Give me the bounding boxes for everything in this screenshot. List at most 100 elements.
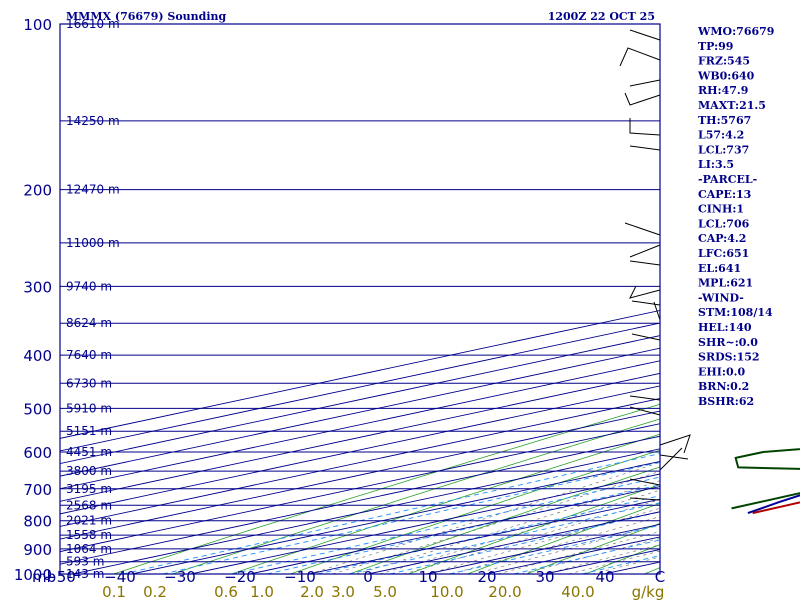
height-label: 2568 m [66, 498, 112, 512]
wind-barb [629, 395, 661, 416]
temperature-tick-label: −10 [284, 568, 316, 586]
isotherm [72, 448, 660, 574]
moist-adiabat [592, 556, 660, 574]
index-line: -PARCEL- [698, 173, 757, 186]
index-line: STM:108/14 [698, 306, 773, 319]
wind-barb [629, 285, 661, 341]
isotherm [60, 435, 660, 565]
temperature-tick-label: −50 [44, 568, 76, 586]
height-label: 12470 m [66, 183, 120, 197]
dry-adiabat [113, 403, 660, 574]
sounding-profiles [731, 448, 800, 515]
isotherm [60, 360, 660, 490]
temperature-tick-label: 0 [363, 568, 373, 586]
index-line: EL:641 [698, 262, 741, 275]
index-line: TP:99 [698, 40, 733, 53]
pressure-tick-label: 400 [23, 347, 52, 365]
isotherm [131, 460, 660, 574]
pressure-tick-label: 100 [23, 16, 52, 34]
wind-barb [629, 434, 691, 501]
plot-frame [59, 23, 661, 575]
dry-adiabat [762, 24, 800, 574]
index-line: LI:3.5 [698, 158, 734, 171]
index-line: WB0:640 [697, 69, 755, 82]
temperature-profile [752, 501, 800, 515]
isotherm [60, 372, 660, 502]
height-label: 11000 m [66, 236, 120, 250]
height-label: 4451 m [66, 445, 112, 459]
index-line: LCL:706 [698, 217, 750, 230]
temperature-tick-label: 40 [595, 568, 614, 586]
mixing-ratio-label: g/kg [632, 583, 665, 600]
index-line: BRN:0.2 [698, 380, 749, 393]
parcel-profile [747, 494, 800, 515]
mixing-ratio-label: 0.1 [102, 583, 126, 600]
mixing-ratio-label: 10.0 [430, 583, 463, 600]
index-line: WMO:76679 [697, 25, 774, 38]
temperature-tick-label: C [655, 568, 665, 586]
height-label: 5151 m [66, 424, 112, 438]
index-line: FRZ:545 [698, 55, 750, 68]
thermodynamic-grid [60, 24, 800, 574]
isotherm [60, 423, 660, 553]
pressure-tick-label: 300 [23, 278, 52, 296]
pressure-unit-label: mb [32, 568, 56, 586]
wind-barb [629, 118, 661, 151]
mixing-ratio-label: 0.2 [143, 583, 167, 600]
dewpoint-profile [731, 448, 800, 510]
height-label: 5910 m [66, 401, 112, 415]
index-line: LCL:737 [698, 143, 749, 156]
index-line: L57:4.2 [698, 129, 744, 142]
temperature-tick-label: 20 [477, 568, 496, 586]
pressure-tick-label: 900 [23, 541, 52, 559]
height-label: 14250 m [66, 114, 120, 128]
height-label: 593 m [66, 555, 104, 569]
valid-time: 1200Z 22 OCT 25 [548, 10, 655, 23]
height-label: 143 m [66, 567, 104, 581]
isotherm [60, 398, 660, 527]
index-line: EHI:0.0 [698, 365, 745, 378]
pressure-tick-label: 800 [23, 513, 52, 531]
height-label: 9740 m [66, 279, 112, 293]
index-line: CAP:4.2 [698, 232, 746, 245]
mixing-ratio-line [581, 555, 660, 574]
index-line: TH:5767 [698, 114, 751, 127]
height-label: 2021 m [66, 514, 112, 528]
mixing-ratio-label: 2.0 [300, 583, 324, 600]
temperature-tick-label: −40 [104, 568, 136, 586]
pressure-tick-label: 700 [23, 481, 52, 499]
mixing-ratio-label: 1.0 [250, 583, 274, 600]
mixing-ratio-label: 0.6 [214, 583, 238, 600]
index-line: RH:47.9 [698, 84, 748, 97]
wind-barb [624, 222, 661, 266]
height-label: 16610 m [66, 17, 120, 31]
dry-adiabat [585, 544, 660, 574]
index-line: SHR~:0.0 [698, 336, 758, 349]
index-line: LFC:651 [698, 247, 749, 260]
index-line: CINH:1 [698, 203, 744, 216]
index-line: HEL:140 [698, 321, 752, 334]
isotherm [60, 410, 660, 540]
index-line: SRDS:152 [698, 351, 760, 364]
index-line: -WIND- [698, 291, 744, 304]
height-label: 8624 m [66, 316, 112, 330]
height-label: 1064 m [66, 542, 112, 556]
temperature-tick-label: −20 [224, 568, 256, 586]
pressure-tick-label: 200 [23, 182, 52, 200]
height-label: 6730 m [66, 376, 112, 390]
height-label: 7640 m [66, 348, 112, 362]
mixing-ratio-label: 5.0 [373, 583, 397, 600]
pressure-tick-label: 600 [23, 444, 52, 462]
mixing-ratio-label: 3.0 [331, 583, 355, 600]
isotherm [60, 385, 660, 515]
index-line: MPL:621 [698, 277, 753, 290]
mixing-ratio-label: 40.0 [561, 583, 594, 600]
height-label: 1558 m [66, 528, 112, 542]
height-label: 3195 m [66, 482, 112, 496]
height-label: 3800 m [66, 464, 112, 478]
station-title: MMMX (76679) Sounding [66, 10, 227, 23]
temperature-tick-label: 10 [418, 568, 437, 586]
